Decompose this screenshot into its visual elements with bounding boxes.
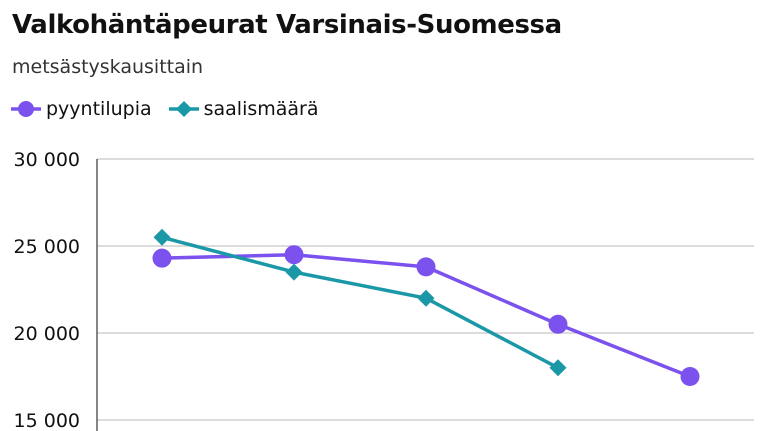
legend-label-saalismaara: saalismäärä <box>203 98 319 120</box>
legend-label-pyyntilupia: pyyntilupia <box>46 98 152 120</box>
data-point-circle <box>152 248 172 268</box>
legend-swatch-diamond <box>168 101 199 117</box>
series-line-1 <box>161 235 559 370</box>
data-point-circle <box>416 257 436 277</box>
y-tick-label: 25 000 <box>14 236 80 258</box>
legend-item-pyyntilupia: pyyntilupia <box>10 98 152 120</box>
y-tick-label: 20 000 <box>14 323 80 345</box>
chart-title: Valkohäntäpeurat Varsinais-Suomessa <box>12 10 562 40</box>
data-point-circle <box>548 314 568 334</box>
legend-swatch-circle <box>11 101 41 117</box>
y-tick-label: 15 000 <box>14 410 80 431</box>
data-point-diamond <box>153 228 171 246</box>
y-tick-label: 30 000 <box>14 149 80 171</box>
data-point-circle <box>680 367 700 386</box>
legend-item-saalismaara: saalismäärä <box>168 98 319 120</box>
data-point-diamond <box>285 263 303 281</box>
data-point-circle <box>284 245 304 265</box>
data-point-diamond <box>417 289 435 307</box>
legend: pyyntilupia saalismäärä <box>10 98 335 120</box>
data-point-diamond <box>549 359 567 377</box>
chart-subtitle: metsästyskausittain <box>12 56 204 78</box>
